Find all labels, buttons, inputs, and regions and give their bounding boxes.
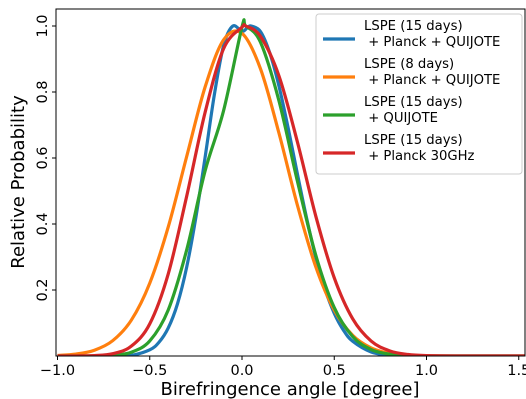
x-tick-label: 1.0 bbox=[415, 363, 438, 379]
legend-entry-4: LSPE (15 days) + Planck 30GHz bbox=[323, 133, 474, 164]
legend-label: LSPE (8 days) + Planck + QUIJOTE bbox=[364, 57, 500, 88]
series-line-1 bbox=[57, 24, 525, 356]
y-tick-label: 0.2 bbox=[35, 278, 51, 301]
x-tick-label: 0.0 bbox=[230, 363, 253, 379]
y-tick-label: 0.8 bbox=[35, 80, 51, 103]
series-line-4 bbox=[57, 22, 525, 356]
legend-box bbox=[315, 13, 523, 175]
legend-entry-2: LSPE (8 days) + Planck + QUIJOTE bbox=[323, 57, 500, 88]
y-axis-title: Relative Probability bbox=[8, 95, 29, 269]
y-tick-label: 0.6 bbox=[35, 146, 51, 169]
plot-curves bbox=[57, 18, 525, 356]
y-tick-label: 0.4 bbox=[35, 212, 51, 235]
x-tick-label: 1.5 bbox=[507, 363, 526, 379]
legend-entry-1: LSPE (15 days) + Planck + QUIJOTE bbox=[323, 19, 500, 50]
y-axis: 0.2 0.4 0.6 0.8 1.0 bbox=[35, 14, 56, 302]
legend-label: LSPE (15 days) + Planck 30GHz bbox=[364, 133, 474, 164]
plot-frame bbox=[55, 8, 526, 357]
legend-label: LSPE (15 days) + QUIJOTE bbox=[364, 95, 463, 126]
x-tick-label: 0.5 bbox=[323, 363, 346, 379]
legend-label: LSPE (15 days) + Planck + QUIJOTE bbox=[364, 19, 500, 50]
x-tick-label: −1.0 bbox=[40, 363, 75, 379]
legend: LSPE (15 days) + Planck + QUIJOTE LSPE (8… bbox=[315, 13, 523, 175]
x-axis-title: Birefringence angle [degree] bbox=[161, 379, 420, 399]
x-tick-label: −0.5 bbox=[132, 363, 167, 379]
y-tick-label: 1.0 bbox=[35, 14, 51, 37]
legend-entry-3: LSPE (15 days) + QUIJOTE bbox=[323, 95, 463, 126]
x-axis: −1.0 −0.5 0.0 0.5 1.0 1.5 bbox=[40, 356, 526, 379]
